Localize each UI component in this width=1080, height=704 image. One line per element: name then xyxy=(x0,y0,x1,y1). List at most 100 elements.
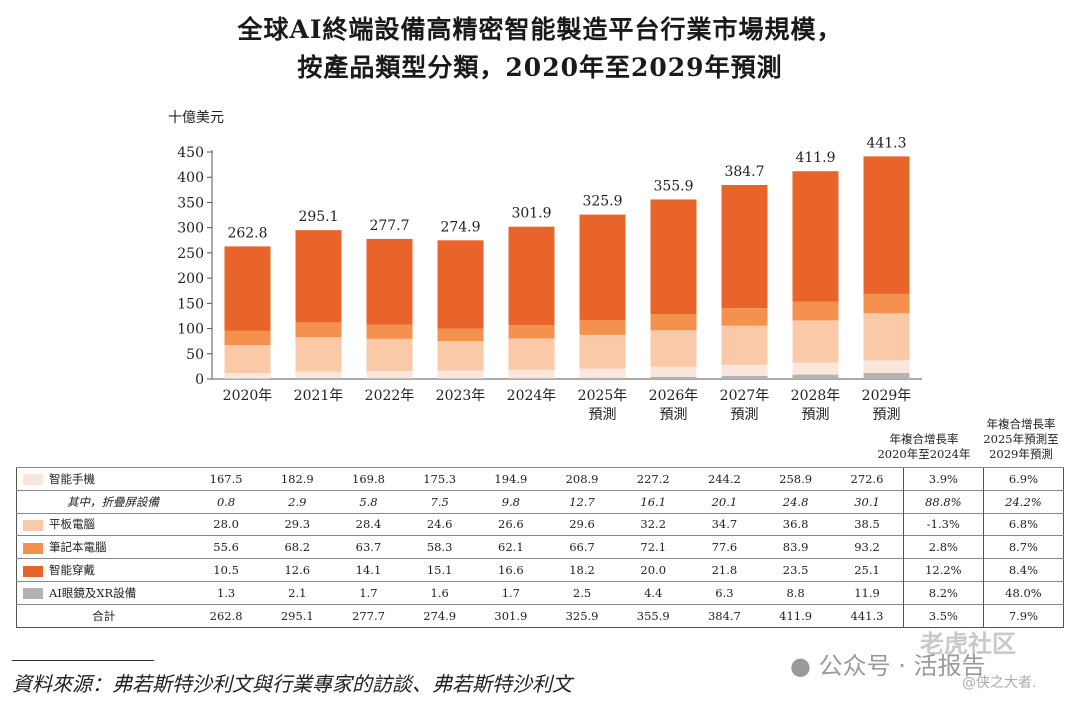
source-note: 資料來源：弗若斯特沙利文與行業專家的訪談、弗若斯特沙利文 xyxy=(12,672,572,696)
table-cell: 384.7 xyxy=(688,603,760,628)
wechat-icon: ● xyxy=(790,652,811,680)
y-tick-label: 50 xyxy=(186,347,204,363)
x-tick-label: 2026年 xyxy=(649,388,699,404)
table-cell: 72.1 xyxy=(617,535,689,559)
table-cell: 8.8 xyxy=(760,580,832,605)
row-label: 平板電腦 xyxy=(16,512,191,536)
x-tick-label: 2021年 xyxy=(294,388,344,404)
table-row: AI眼鏡及XR設備 1.3 2.1 1.7 1.6 1.7 2.5 4.4 6.3 8.8 11.9… xyxy=(16,580,1064,605)
y-tick-label: 250 xyxy=(177,246,204,262)
bar-segment xyxy=(224,345,271,374)
x-tick-label: 2024年 xyxy=(507,388,557,404)
table-cell: 325.9 xyxy=(546,603,618,628)
source-divider xyxy=(12,660,154,661)
watermark-account: ● 公众号 · 活报告 xyxy=(790,652,986,680)
table-cell: 36.8 xyxy=(760,512,832,536)
table-cell: 1.7 xyxy=(475,580,547,605)
bar-segment xyxy=(437,240,484,329)
cagr-2025-2029-cell: 6.9% xyxy=(982,467,1064,491)
y-axis-label: 十億美元 xyxy=(168,110,224,126)
table-cell: 169.8 xyxy=(332,467,405,491)
bar-segment xyxy=(792,320,839,363)
bar-segment xyxy=(224,246,271,331)
table-cell: 93.2 xyxy=(831,535,904,559)
table-cell: 2.5 xyxy=(546,580,618,605)
table-cell: 30.1 xyxy=(831,489,904,514)
table-cell: 258.9 xyxy=(760,467,832,491)
table-row: 其中，折疊屏設備 0.8 2.9 5.8 7.5 9.8 12.7 16.1 20.1 24.8 3… xyxy=(16,489,1064,514)
bar-segment xyxy=(224,330,271,346)
bar-segment xyxy=(295,377,342,379)
row-label: 智能手機 xyxy=(16,467,191,491)
table-cell: 441.3 xyxy=(831,603,904,628)
bar-segment xyxy=(437,328,484,342)
bar-total-label: 355.9 xyxy=(653,178,693,194)
table-cell: 182.9 xyxy=(261,467,333,491)
cagr-2020-2024-cell: 8.2% xyxy=(902,580,984,605)
y-tick-label: 400 xyxy=(177,170,204,186)
row-label: 智能穿戴 xyxy=(16,558,191,582)
bar-segment xyxy=(508,338,555,370)
y-tick-label: 300 xyxy=(177,221,204,237)
table-cell: 1.6 xyxy=(404,580,476,605)
y-tick-label: 0 xyxy=(195,372,204,388)
bar-total-label: 295.1 xyxy=(298,209,338,225)
table-cell: 6.3 xyxy=(688,580,760,605)
table-cell: 7.5 xyxy=(404,489,476,514)
table-cell: 32.2 xyxy=(617,512,689,536)
row-label: 合計 xyxy=(16,603,191,628)
table-cell: 66.7 xyxy=(546,535,618,559)
x-tick-label: 2023年 xyxy=(436,388,486,404)
table-row: 智能手機 167.5 182.9 169.8 175.3 194.9 208.9 227.2 2… xyxy=(16,467,1064,491)
table-cell: 12.7 xyxy=(546,489,618,514)
bar-segment xyxy=(295,322,342,338)
table-cell: 58.3 xyxy=(404,535,476,559)
bar-segment xyxy=(721,364,768,376)
x-tick-label: 預測 xyxy=(660,407,688,423)
table-cell: 20.0 xyxy=(617,558,689,582)
table-row: 筆記本電腦 55.6 68.2 63.7 58.3 62.1 66.7 72.1 77.6 83.… xyxy=(16,535,1064,559)
cagr-2020-2024-cell: 2.8% xyxy=(902,535,984,559)
cagr-2025-2029-cell: 6.8% xyxy=(982,512,1064,536)
bar-segment xyxy=(792,171,839,302)
table-cell: 1.7 xyxy=(332,580,405,605)
cagr-2025-2029-cell: 8.7% xyxy=(982,535,1064,559)
table-cell: 5.8 xyxy=(332,489,405,514)
table-cell: 29.6 xyxy=(546,512,618,536)
x-tick-label: 2025年 xyxy=(578,388,628,404)
table-cell: 295.1 xyxy=(261,603,333,628)
table-cell: 38.5 xyxy=(831,512,904,536)
row-label: 其中，折疊屏設備 xyxy=(16,489,191,514)
table-cell: 244.2 xyxy=(688,467,760,491)
table-cell: 227.2 xyxy=(617,467,689,491)
bar-segment xyxy=(437,341,484,371)
bar-segment xyxy=(650,376,697,379)
table-cell: 15.1 xyxy=(404,558,476,582)
table-cell: 63.7 xyxy=(332,535,405,559)
table-cell: 194.9 xyxy=(475,467,547,491)
table-cell: 274.9 xyxy=(404,603,476,628)
bar-total-label: 441.3 xyxy=(866,135,906,151)
x-tick-label: 2028年 xyxy=(791,388,841,404)
bar-total-label: 277.7 xyxy=(369,218,409,234)
table-cell: 24.6 xyxy=(404,512,476,536)
table-cell: 77.6 xyxy=(688,535,760,559)
table-row: 平板電腦 28.0 29.3 28.4 24.6 26.6 29.6 32.2 34.7 36.8… xyxy=(16,512,1064,536)
x-tick-label: 2027年 xyxy=(720,388,770,404)
table-cell: 10.5 xyxy=(190,558,262,582)
cagr-2025-2029-cell: 48.0% xyxy=(982,580,1064,605)
table-cell: 14.1 xyxy=(332,558,405,582)
bar-segment xyxy=(508,325,555,339)
table-cell: 175.3 xyxy=(404,467,476,491)
data-table: 智能手機 167.5 182.9 169.8 175.3 194.9 208.9 227.2 2… xyxy=(16,467,1064,628)
bar-segment xyxy=(366,378,413,379)
bar-segment xyxy=(863,293,910,314)
table-cell: 26.6 xyxy=(475,512,547,536)
table-cell: 21.8 xyxy=(688,558,760,582)
x-tick-label: 2020年 xyxy=(223,388,273,404)
x-tick-label: 2029年 xyxy=(862,388,912,404)
cagr-2020-2024-cell: 3.5% xyxy=(902,603,984,628)
table-cell: 277.7 xyxy=(332,603,405,628)
cagr-header-2025-2029: 年複合增長率 2025年預測至 2029年預測 xyxy=(983,417,1059,461)
bar-total-label: 274.9 xyxy=(440,219,480,235)
